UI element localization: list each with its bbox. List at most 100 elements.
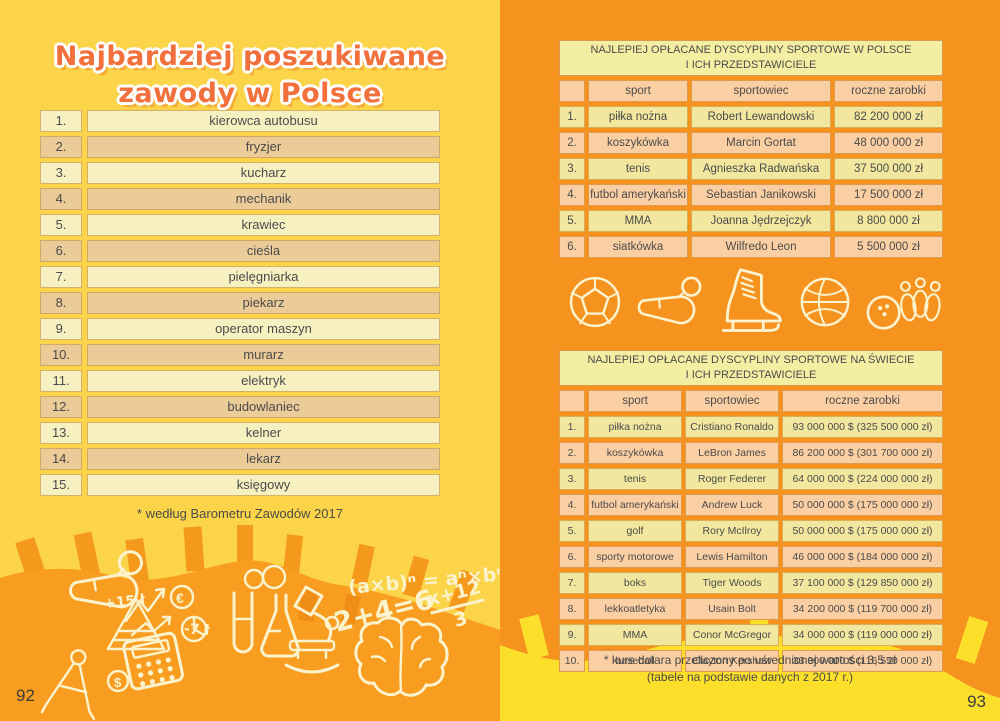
cell-athlete: Roger Federer [685,468,779,490]
job-row: 2. fryzjer [40,136,440,158]
job-name: kelner [87,422,440,444]
header-athlete: sportowiec [685,390,779,412]
basketball-icon [800,277,850,327]
job-row: 1. kierowca autobusu [40,110,440,132]
header-athlete: sportowiec [691,80,831,102]
table-world-title-line1: NAJLEPIEJ OPŁACANE DYSCYPLINY SPORTOWE N… [587,354,915,366]
bowling-icon [866,277,941,330]
cell-athlete: Usain Bolt [685,598,779,620]
page-title-line1: Najbardziej poszukiwane [54,41,446,73]
cell-athlete: Marcin Gortat [691,132,831,154]
job-row: 5. krawiec [40,214,440,236]
cell-earnings: 82 200 000 zł [834,106,943,128]
cell-earnings: 37 100 000 $ (129 850 000 zł) [782,572,943,594]
jobs-list: 1. kierowca autobusu 2. fryzjer 3. kucha… [40,110,440,500]
cell-sport: koszykówka [588,442,682,464]
header-earnings: roczne zarobki [834,80,943,102]
job-row: 13. kelner [40,422,440,444]
header-earnings: roczne zarobki [782,390,943,412]
test-tubes-icon [232,591,254,654]
cell-rank: 10. [559,650,585,672]
cell-athlete: Tiger Woods [685,572,779,594]
job-name: krawiec [87,214,440,236]
page-number-left: 92 [16,686,35,705]
cell-sport: futbol amerykański [588,184,688,206]
right-footnote: * kurs dolara przeliczony po uśrednionej… [500,652,1000,686]
cell-sport: piłka nożna [588,106,688,128]
cell-earnings: 8 800 000 zł [834,210,943,232]
job-name: budowlaniec [87,396,440,418]
flask-icon [260,593,300,658]
euro-coin-icon [169,584,195,610]
job-row: 11. elektryk [40,370,440,392]
job-rank: 11. [40,370,82,392]
cell-sport: lekkoatletyka [588,598,682,620]
job-row: 10. murarz [40,344,440,366]
job-name: księgowy [87,474,440,496]
cell-athlete: Andrew Luck [685,494,779,516]
cell-earnings: 34 000 000 $ (119 000 000 zł) [782,624,943,646]
cell-rank: 1. [559,106,585,128]
cell-earnings: 64 000 000 $ (224 000 000 zł) [782,468,943,490]
job-rank: 14. [40,448,82,470]
job-row: 6. cieśla [40,240,440,262]
cell-rank: 2. [559,442,585,464]
job-name: kierowca autobusu [87,110,440,132]
cell-rank: 3. [559,158,585,180]
job-rank: 12. [40,396,82,418]
cell-earnings: 33 300 000 $ (116 550 000 zł) [782,650,943,672]
left-footnote: * według Barometru Zawodów 2017 [137,506,343,521]
table-poland: NAJLEPIEJ OPŁACANE DYSCYPLINY SPORTOWE W… [559,40,943,258]
job-name: kucharz [87,162,440,184]
header-sport: sport [588,390,682,412]
cell-rank: 5. [559,210,585,232]
microscope-icon [284,585,340,674]
cell-sport: golf [588,520,682,542]
job-rank: 9. [40,318,82,340]
cell-rank: 9. [559,624,585,646]
compass-icon [40,649,96,721]
cell-earnings: 5 500 000 zł [834,236,943,258]
job-name: lekarz [87,448,440,470]
job-name: pielęgniarka [87,266,440,288]
cell-sport: MMA [588,624,682,646]
header-sport: sport [588,80,688,102]
cell-rank: 2. [559,132,585,154]
cell-earnings: 93 000 000 $ (325 500 000 zł) [782,416,943,438]
bowling-pin [900,277,941,322]
right-footnote-line1: * kurs dolara przeliczony po uśrednionej… [603,653,897,667]
cell-earnings: 37 500 000 zł [834,158,943,180]
cell-earnings: 50 000 000 $ (175 000 000 zł) [782,520,943,542]
cell-sport: sporty motorowe [588,546,682,568]
table-poland-title: NAJLEPIEJ OPŁACANE DYSCYPLINY SPORTOWE W… [559,40,943,76]
cell-athlete: LeBron James [685,442,779,464]
cell-athlete: Clayton Kershaw [685,650,779,672]
job-rank: 13. [40,422,82,444]
growth-chart-icon [124,587,166,623]
cell-sport: tenis [588,468,682,490]
job-rank: 5. [40,214,82,236]
cell-rank: 3. [559,468,585,490]
cell-rank: 5. [559,520,585,542]
cell-earnings: 50 000 000 $ (175 000 000 zł) [782,494,943,516]
table-world: NAJLEPIEJ OPŁACANE DYSCYPLINY SPORTOWE N… [559,350,943,672]
corner-cell [559,390,585,412]
cell-sport: piłka nożna [588,416,682,438]
right-footnote-line2: (tabele na podstawie danych z 2017 r.) [646,670,854,684]
job-name: mechanik [87,188,440,210]
cell-athlete: Joanna Jędrzejczyk [691,210,831,232]
cell-rank: 8. [559,598,585,620]
corner-cell [559,80,585,102]
job-rank: 6. [40,240,82,262]
cell-athlete: Rory McIlroy [685,520,779,542]
cell-rank: 6. [559,236,585,258]
job-rank: 2. [40,136,82,158]
cell-sport: siatkówka [588,236,688,258]
label-loss: -7 ł [183,621,211,639]
job-rank: 3. [40,162,82,184]
cell-rank: 6. [559,546,585,568]
job-rank: 1. [40,110,82,132]
job-rank: 8. [40,292,82,314]
ice-skate-icon [721,268,782,332]
whistle-icon [637,276,702,325]
